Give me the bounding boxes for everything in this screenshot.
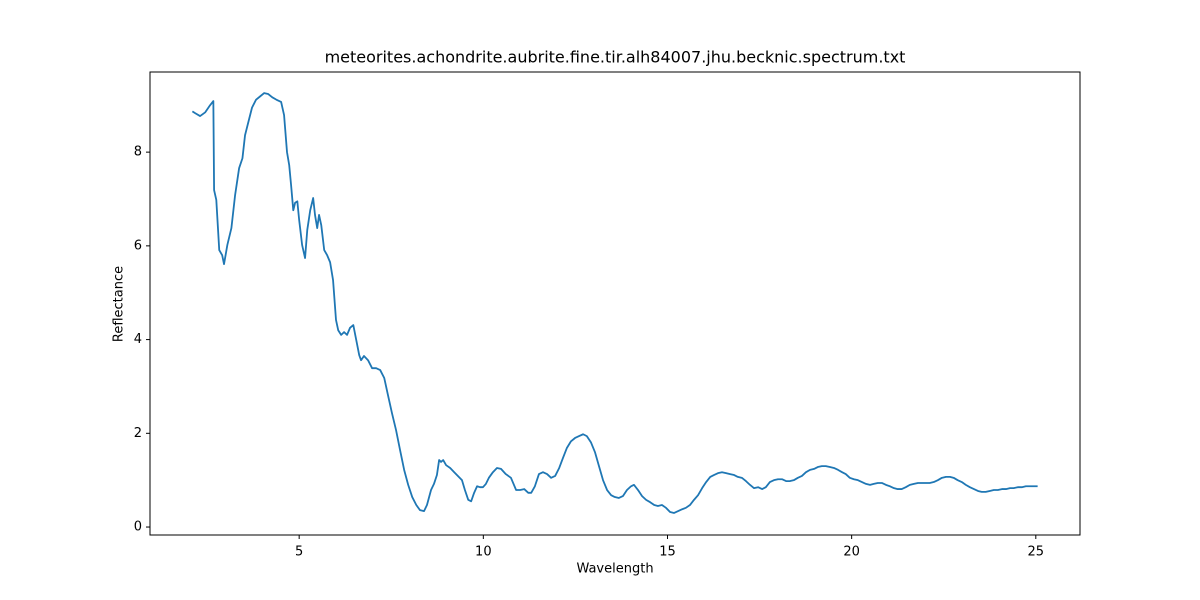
x-tick-label: 15 [659,545,676,560]
plot-area: 5 10 15 20 25 0 2 4 6 8 [134,92,1045,560]
x-tick-label: 20 [843,545,860,560]
axes-frame [149,71,1081,536]
y-tick-label: 8 [134,145,142,160]
y-axis-label: Reflectance [112,266,127,342]
y-tick-label: 0 [134,520,142,535]
x-tick-label: 10 [475,545,492,560]
y-tick-label: 4 [134,332,142,347]
y-tick-label: 6 [134,238,142,253]
y-tick-label: 2 [134,426,142,441]
line-series [191,92,1038,514]
x-tick-label: 5 [295,545,303,560]
chart-title: meteorites.achondrite.aubrite.fine.tir.a… [325,48,906,67]
x-tick-label: 25 [1028,545,1045,560]
x-axis-label: Wavelength [576,562,653,577]
